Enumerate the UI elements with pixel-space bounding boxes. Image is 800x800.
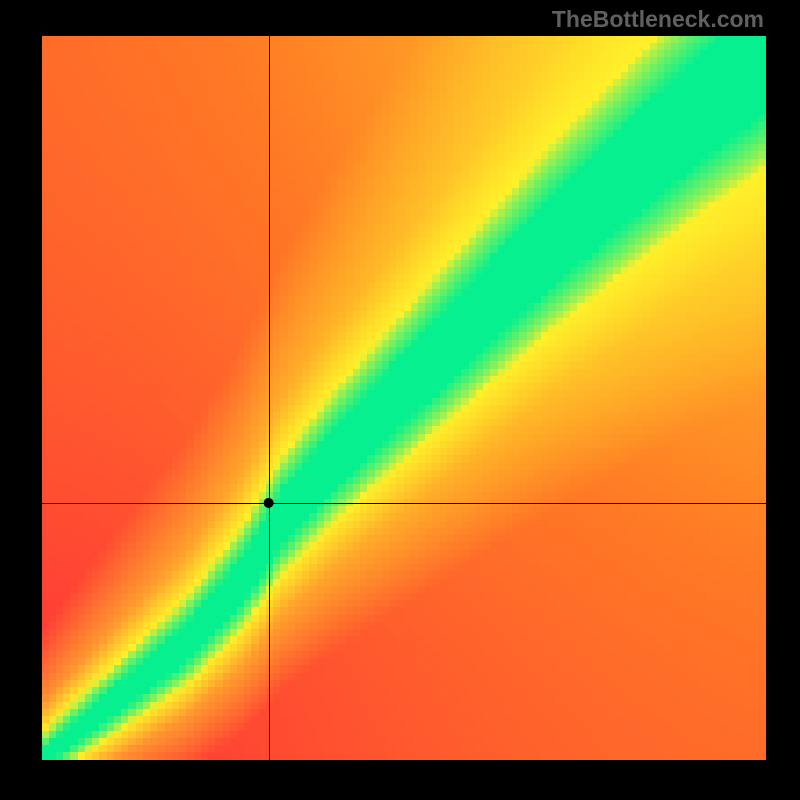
chart-container: { "figure": { "type": "heatmap", "canvas… xyxy=(0,0,800,800)
bottleneck-heatmap xyxy=(42,36,766,760)
watermark-text: TheBottleneck.com xyxy=(552,6,764,33)
